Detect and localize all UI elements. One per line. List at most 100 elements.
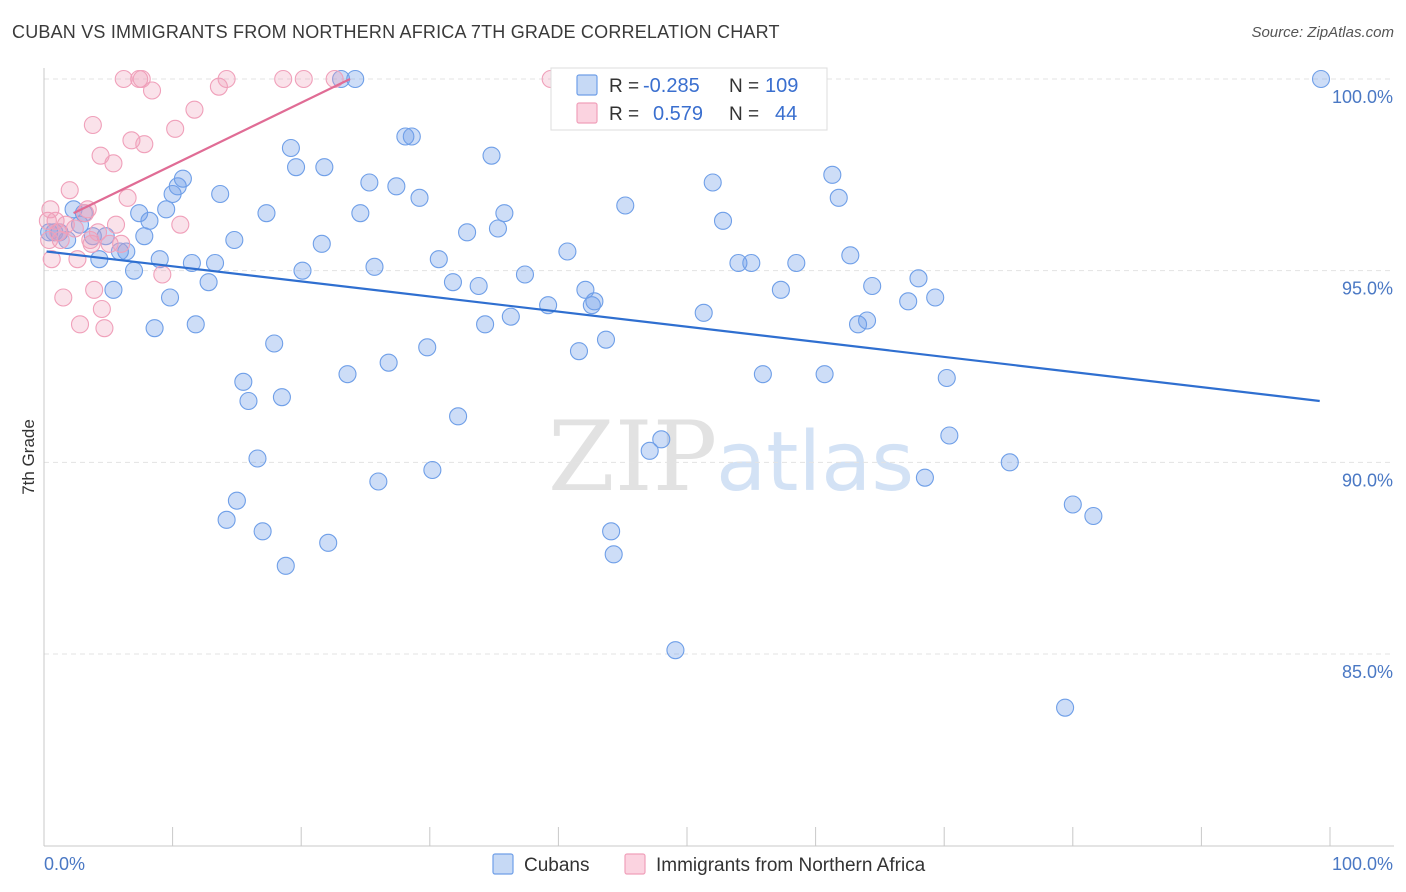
cubans-point — [346, 69, 365, 89]
nafrica-point — [217, 69, 236, 89]
cubans-trend-line — [46, 250, 1320, 403]
series-cubans-points — [40, 69, 1331, 717]
legend-bottom-cubans-label: Cubans — [524, 855, 590, 876]
cubans-point — [848, 315, 868, 334]
trend-lines — [46, 78, 1320, 403]
nafrica-point — [92, 299, 111, 319]
nafrica-point — [294, 69, 313, 89]
nafrica-point — [46, 211, 65, 230]
legend-nafrica-n-label: N = — [729, 104, 759, 125]
cubans-point — [234, 372, 253, 391]
cubans-point — [616, 196, 635, 215]
nafrica-trend-line — [73, 78, 351, 215]
cubans-point — [488, 219, 508, 238]
cubans-point — [602, 522, 621, 541]
nafrica-point — [209, 77, 228, 96]
cubans-point — [217, 510, 236, 529]
nafrica-point — [42, 250, 61, 269]
cubans-point — [124, 261, 144, 280]
cubans-point — [787, 253, 806, 273]
cubans-point — [369, 472, 388, 491]
cubans-point — [937, 368, 956, 388]
legend-bottom-cubans-swatch — [492, 853, 514, 875]
cubans-point — [429, 250, 448, 269]
cubans-point — [469, 276, 488, 296]
cubans-point — [857, 311, 877, 330]
cubans-point — [365, 257, 384, 276]
cubans-point — [909, 269, 928, 288]
nafrica-point — [70, 315, 90, 334]
y-axis-tick-labels: 85.0% 90.0% 95.0% 100.0% — [1332, 87, 1393, 682]
nafrica-point — [41, 200, 60, 219]
cubans-point — [585, 292, 604, 311]
cubans-point — [351, 204, 370, 223]
y-tick-label-95: 95.0% — [1342, 279, 1393, 299]
cubans-point — [652, 430, 671, 449]
cubans-point — [387, 177, 406, 196]
cubans-point — [253, 522, 272, 541]
legend-cubans-r-value: -0.285 — [643, 75, 700, 97]
legend-top: R = -0.285 N = 109 R = 0.579 N = 44 — [550, 67, 828, 131]
cubans-point — [915, 468, 934, 487]
cubans-point — [157, 200, 176, 219]
cubans-point — [458, 223, 477, 242]
legend-nafrica-r-value: 0.579 — [653, 103, 703, 125]
cubans-point — [495, 204, 514, 223]
legend-nafrica-r-label: R = — [609, 104, 639, 125]
cubans-point — [104, 280, 123, 299]
cubans-point — [315, 158, 334, 177]
nafrica-point — [114, 69, 133, 89]
cubans-point — [160, 288, 180, 307]
nafrica-point — [85, 280, 104, 299]
cubans-point — [742, 253, 761, 273]
cubans-point — [135, 227, 154, 246]
cubans-point — [1311, 69, 1331, 89]
x-tick-label-max: 100.0% — [1332, 854, 1393, 874]
cubans-point — [130, 204, 149, 223]
nafrica-point — [82, 234, 101, 253]
gridlines — [44, 78, 1394, 655]
cubans-point — [863, 276, 882, 296]
legend-nafrica-n-value: 44 — [775, 103, 797, 125]
watermark: ZIP atlas — [548, 401, 914, 513]
nafrica-point — [106, 215, 126, 234]
cubans-point — [396, 127, 415, 146]
chart-title: CUBAN VS IMMIGRANTS FROM NORTHERN AFRICA… — [12, 22, 780, 42]
cubans-point — [443, 273, 462, 292]
cubans-point — [338, 365, 357, 384]
cubans-point — [276, 556, 295, 575]
legend-bottom-nafrica-label: Immigrants from Northern Africa — [656, 855, 926, 876]
cubans-point — [287, 158, 306, 177]
cubans-point — [205, 253, 225, 273]
cubans-point — [1063, 495, 1082, 514]
nafrica-point — [38, 211, 57, 230]
cubans-point — [694, 303, 713, 322]
cubans-point — [319, 533, 338, 552]
legend-bottom: Cubans Immigrants from Northern Africa — [492, 853, 926, 876]
nafrica-point — [56, 215, 75, 234]
cubans-point — [449, 407, 468, 426]
legend-cubans-swatch — [576, 74, 598, 96]
cubans-point — [771, 280, 790, 299]
cubans-point — [823, 165, 842, 184]
cubans-point — [926, 288, 945, 307]
cubans-point — [729, 253, 748, 273]
cubans-point — [257, 204, 276, 223]
legend-nafrica-swatch — [576, 102, 598, 124]
nafrica-point — [132, 69, 151, 89]
cubans-point — [225, 230, 244, 250]
cubans-point — [899, 292, 918, 311]
x-axis-ticks — [43, 827, 1331, 846]
cubans-point — [379, 353, 398, 372]
cubans-point — [558, 242, 577, 261]
x-tick-label-min: 0.0% — [44, 854, 85, 874]
cubans-point — [703, 173, 722, 192]
nafrica-point — [60, 181, 79, 200]
cubans-point — [186, 315, 205, 334]
nafrica-point — [88, 223, 108, 242]
nafrica-point — [51, 230, 70, 250]
cubans-point — [666, 641, 685, 660]
nafrica-point — [54, 288, 73, 307]
cubans-point — [569, 342, 589, 361]
